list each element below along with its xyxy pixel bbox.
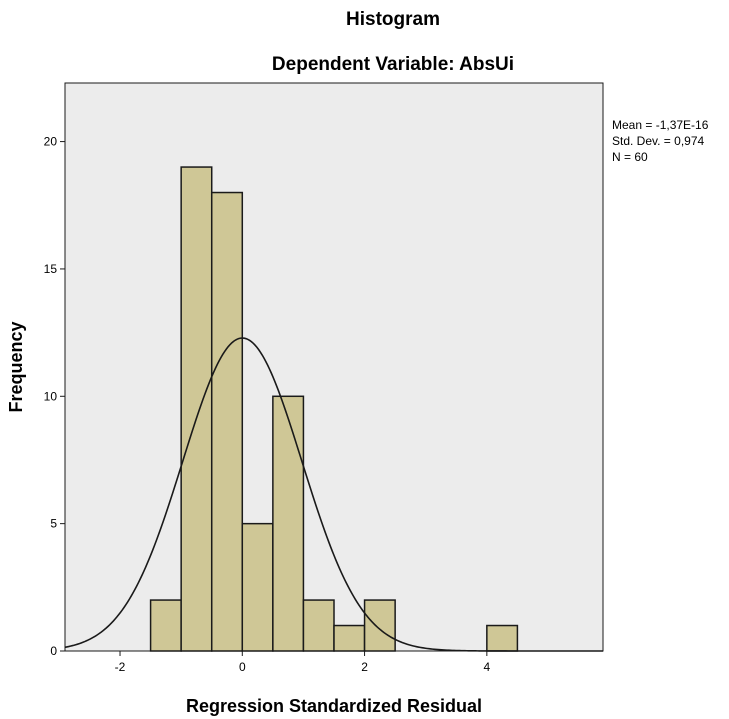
y-axis-ticks: 0 5 10 15 20	[44, 135, 65, 658]
stats-legend: Mean = -1,37E-16 Std. Dev. = 0,974 N = 6…	[612, 118, 709, 164]
y-tick-label: 0	[50, 644, 57, 658]
x-axis-ticks: -2 0 2 4	[115, 651, 490, 674]
normal-curve	[64, 337, 603, 652]
stats-mean: Mean = -1,37E-16	[612, 118, 709, 132]
x-tick-label: 2	[361, 660, 368, 674]
y-tick-label: 20	[44, 135, 58, 149]
y-tick-label: 5	[50, 517, 57, 531]
y-tick-label: 15	[44, 262, 58, 276]
histogram-bar	[210, 191, 244, 652]
histogram-bar	[333, 624, 366, 652]
x-tick-label: -2	[115, 660, 126, 674]
histogram-bar	[363, 599, 396, 652]
y-axis-title: Frequency	[6, 321, 26, 412]
stats-std-dev: Std. Dev. = 0,974	[612, 134, 704, 148]
histogram-bar	[272, 395, 305, 652]
histogram-bar	[486, 624, 519, 652]
x-tick-label: 4	[483, 660, 490, 674]
histogram-bar	[180, 166, 213, 652]
normal-curve-layer	[64, 337, 603, 652]
x-tick-label: 0	[239, 660, 246, 674]
chart-title: Histogram	[346, 9, 440, 30]
stats-n: N = 60	[612, 150, 648, 164]
histogram-bar	[241, 522, 274, 652]
chart-subtitle: Dependent Variable: AbsUi	[272, 54, 514, 75]
y-tick-label: 10	[44, 389, 58, 403]
histogram-bar	[149, 599, 182, 652]
bars-layer	[149, 166, 519, 652]
x-axis-title: Regression Standardized Residual	[186, 696, 482, 716]
histogram-bar	[302, 599, 335, 652]
